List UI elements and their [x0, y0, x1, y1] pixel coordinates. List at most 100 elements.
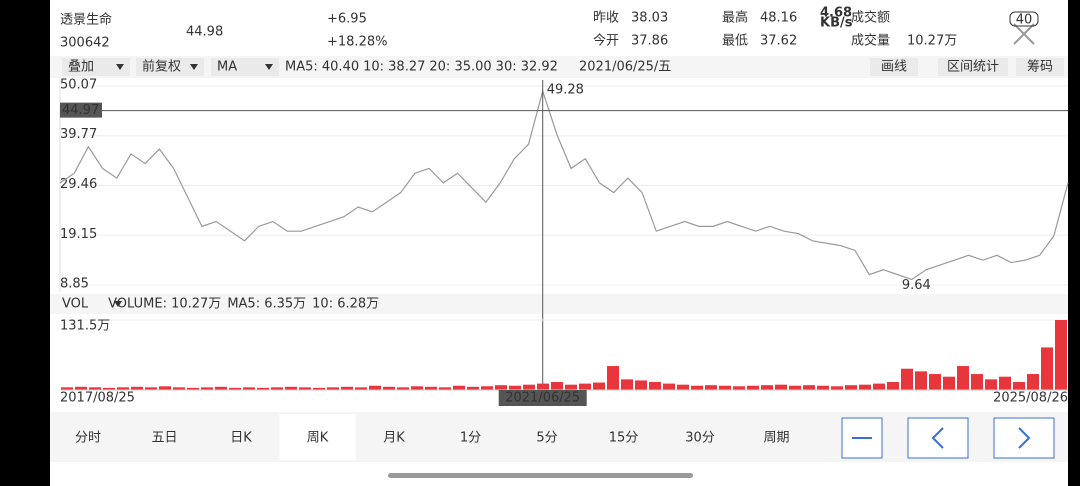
ma-value: 30: 32.92 [496, 60, 558, 75]
volume-bar [271, 387, 283, 390]
volume-bar [593, 382, 605, 390]
tab[interactable]: 五日 [151, 431, 177, 446]
crosshair-date-bg [498, 390, 587, 406]
tool-button[interactable] [870, 58, 918, 76]
volume-bar [943, 376, 955, 390]
volume-bar [635, 380, 647, 390]
volume-bar [201, 387, 213, 390]
change: +6.95 [327, 12, 367, 27]
volume-bar [1041, 347, 1053, 390]
next-button[interactable] [993, 417, 1055, 459]
volume-bar [495, 385, 507, 390]
stat-label: 昨收 [593, 11, 619, 26]
volume-bar [971, 374, 983, 390]
stock-code: 300642 [60, 36, 110, 51]
active-tab-bg [279, 414, 356, 460]
volume-bar [663, 383, 675, 390]
y-tick-label: 29.46 [60, 177, 97, 192]
min-label: 9.64 [902, 278, 931, 293]
volume-bar [551, 382, 563, 390]
tab-bg [50, 412, 1068, 462]
volume-bar [187, 387, 199, 390]
volume-bar [705, 385, 717, 390]
tab[interactable]: 周K [307, 431, 329, 446]
prev-icon [931, 427, 944, 449]
volume-bar [649, 382, 661, 390]
volume-bar [313, 387, 325, 390]
dropdown[interactable] [62, 58, 130, 76]
volume-bar [397, 387, 409, 390]
stat-value: 37.62 [760, 34, 797, 49]
close-icon[interactable] [1013, 23, 1035, 45]
net-unit: KB/s [820, 16, 853, 31]
volume-bar [831, 386, 843, 390]
net-speed: 4.68 [820, 6, 852, 21]
next-icon [1018, 427, 1031, 449]
dropdown-arrow [265, 64, 273, 70]
tab[interactable]: 30分 [685, 431, 715, 446]
volume-bar [145, 387, 157, 390]
dropdown[interactable] [136, 58, 204, 76]
volume-bar [1027, 374, 1039, 390]
tool-button[interactable] [1016, 58, 1064, 76]
stat-label: 最高 [722, 10, 748, 26]
volume-bar [817, 385, 829, 390]
tab[interactable]: 5分 [536, 431, 557, 446]
dropdown[interactable] [211, 58, 279, 76]
volume-bar [929, 374, 941, 390]
change-pct: +18.28% [327, 35, 387, 50]
tool-label: 筹码 [1027, 59, 1053, 75]
y-tick-label: 8.85 [60, 277, 89, 292]
stat-label: 最低 [722, 34, 748, 49]
volume-bar [747, 385, 759, 390]
toolbar-date: 2021/06/25/五 [579, 60, 671, 75]
volume-bar [789, 385, 801, 390]
stat-value: 10.27万 [907, 34, 957, 49]
volume-bar [915, 371, 927, 390]
volume-bar [523, 384, 535, 390]
vol-bar-bg [50, 294, 1068, 314]
y-tick-label: 39.77 [60, 127, 97, 142]
volume-bar [257, 387, 269, 390]
tool-label: 区间统计 [947, 60, 999, 75]
tab[interactable]: 分时 [75, 431, 101, 446]
dropdown-label: 前复权 [142, 59, 181, 75]
volume-bar [285, 386, 297, 390]
volume-bar [1055, 320, 1067, 390]
volume-bar [957, 366, 969, 390]
tool-button[interactable] [938, 58, 1008, 76]
volume-bar [579, 383, 591, 390]
volume-bar [467, 386, 479, 390]
volume-bar [565, 384, 577, 390]
volume-bar [733, 386, 745, 390]
x-start: 2017/08/25 [60, 391, 135, 406]
volume-bar [761, 385, 773, 390]
volume-bar [607, 366, 619, 390]
volume-bar [677, 384, 689, 390]
tab[interactable]: 日K [230, 431, 252, 446]
volume-bar [509, 385, 521, 390]
stat-value: 37.86 [631, 34, 668, 49]
volume-bar [803, 385, 815, 390]
tab[interactable]: 15分 [609, 431, 639, 446]
tab[interactable]: 周期 [763, 431, 789, 446]
tab[interactable]: 1分 [460, 431, 481, 446]
y-tick-label: 19.15 [60, 227, 97, 242]
ma-value: MA5: 40.40 [285, 60, 359, 75]
price: 44.98 [186, 25, 223, 40]
volume-bar [691, 385, 703, 390]
prev-button[interactable] [907, 417, 969, 459]
volume-bar [117, 387, 129, 390]
toolbar-bg [50, 56, 1068, 78]
volume-bar [425, 386, 437, 390]
dropdown-label: 叠加 [68, 60, 94, 75]
volume-bar [229, 387, 241, 390]
volume-bar [537, 383, 549, 390]
ma-value: 10: 38.27 [363, 60, 425, 75]
tab[interactable]: 月K [383, 431, 405, 446]
dropdown-arrow [190, 64, 198, 70]
vol-legend: VOL [62, 297, 89, 312]
volume-bar [75, 386, 87, 390]
stat-label: 成交额 [851, 10, 890, 26]
